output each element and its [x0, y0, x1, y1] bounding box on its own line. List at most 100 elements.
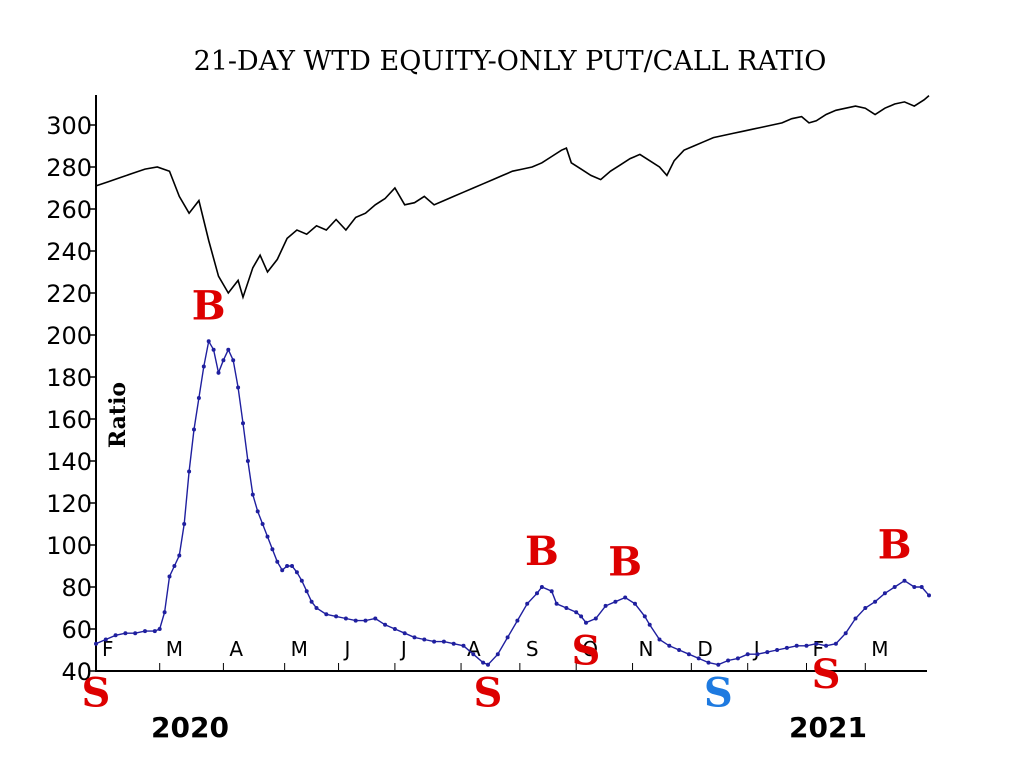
ratio-point	[892, 585, 897, 589]
y-tick-label: 160	[46, 406, 92, 434]
ratio-point	[902, 578, 907, 583]
ratio-point	[657, 637, 662, 642]
ratio-point	[216, 370, 221, 375]
ratio-point	[280, 568, 285, 573]
ratio-point	[716, 662, 721, 667]
ratio-point	[525, 601, 530, 606]
ratio-point	[157, 627, 162, 631]
ratio-point	[211, 347, 216, 352]
ratio-point	[535, 591, 539, 596]
ratio-point	[853, 616, 858, 621]
ratio-point	[603, 603, 608, 608]
ratio-point	[633, 601, 637, 606]
ratio-point	[432, 639, 437, 644]
ratio-point	[182, 522, 187, 526]
y-tick-label: 40	[61, 658, 92, 686]
ratio-point	[324, 612, 329, 617]
y-tick-label: 300	[46, 112, 92, 140]
ratio-point	[755, 652, 760, 657]
x-month-label: O	[582, 637, 598, 661]
ratio-point	[441, 639, 446, 644]
ratio-point	[613, 599, 618, 604]
ratio-point	[304, 589, 309, 594]
ratio-point	[103, 637, 108, 642]
ratio-point	[863, 606, 868, 610]
ratio-point	[554, 601, 559, 606]
ratio-point	[584, 620, 588, 625]
series-layer	[94, 94, 931, 667]
ratio-point	[221, 358, 226, 363]
ratio-point	[113, 633, 118, 638]
ratio-point	[245, 459, 250, 463]
x-month-label: F	[813, 637, 825, 661]
ratio-point	[412, 635, 417, 640]
ratio-point	[402, 631, 407, 636]
ratio-point	[196, 396, 201, 400]
sell-signal-marker: S	[812, 651, 841, 698]
x-month-label: J	[752, 637, 760, 661]
ratio-point	[574, 610, 579, 615]
buy-signal-marker: B	[878, 522, 912, 569]
year-label-2021: 2021	[789, 711, 867, 744]
ratio-point	[486, 662, 490, 667]
ratio-point	[177, 553, 182, 558]
ratio-point	[187, 469, 192, 474]
ratio-point	[143, 629, 147, 634]
sell-signal-marker: S	[82, 670, 111, 717]
buy-signal-marker: B	[608, 539, 642, 586]
ratio-point	[260, 522, 265, 526]
ratio-point	[172, 564, 177, 568]
ratio-point	[314, 606, 319, 610]
ratio-point	[231, 358, 236, 363]
x-month-label: M	[291, 637, 308, 661]
ratio-point	[422, 637, 427, 642]
ratio-point	[373, 616, 378, 621]
ratio-point	[677, 648, 682, 652]
ratio-point	[784, 645, 789, 650]
y-axis-label: Ratio	[105, 382, 131, 448]
x-month-label: A	[229, 637, 243, 661]
ratio-point	[647, 622, 652, 627]
ratio-point	[873, 599, 878, 604]
ratio-point	[201, 364, 206, 369]
ratio-point	[794, 643, 799, 648]
ratio-point	[623, 595, 628, 600]
ratio-point	[775, 648, 780, 652]
ratio-point	[765, 650, 770, 655]
buy-signal-marker: B	[192, 282, 226, 329]
sell-signal-marker: S	[474, 670, 503, 717]
y-tick-label: 80	[61, 574, 92, 602]
ratio-point	[334, 614, 339, 619]
x-month-label: M	[166, 637, 183, 661]
ratio-point	[206, 339, 211, 344]
ratio-point	[461, 643, 466, 648]
ratio-point	[927, 593, 931, 598]
x-month-label: J	[343, 637, 351, 661]
ratio-point	[481, 660, 486, 665]
year-label-2020: 2020	[151, 711, 229, 744]
y-ticks: 40 60 80 100 120 140 160 180 200 220 240 260 280 300	[46, 112, 96, 686]
ratio-point	[745, 652, 750, 657]
ratio-point	[833, 641, 838, 646]
x-month-label: N	[639, 637, 654, 661]
ratio-point	[265, 534, 270, 539]
y-tick-label: 280	[46, 154, 92, 182]
put-call-ratio-line	[95, 339, 930, 666]
ratio-point	[735, 656, 740, 661]
ratio-point	[539, 585, 544, 589]
ratio-point	[285, 564, 290, 568]
ratio-point	[471, 652, 476, 657]
ratio-point	[505, 635, 510, 640]
ratio-point	[593, 616, 598, 621]
x-month-label: S	[526, 637, 539, 661]
ratio-point	[383, 622, 388, 627]
ratio-point	[579, 614, 584, 619]
y-tick-label: 220	[46, 280, 92, 308]
ratio-point	[642, 614, 647, 619]
y-tick-label: 100	[46, 532, 92, 560]
ratio-point	[152, 629, 157, 634]
ratio-point	[696, 656, 701, 661]
ratio-point	[255, 509, 260, 514]
